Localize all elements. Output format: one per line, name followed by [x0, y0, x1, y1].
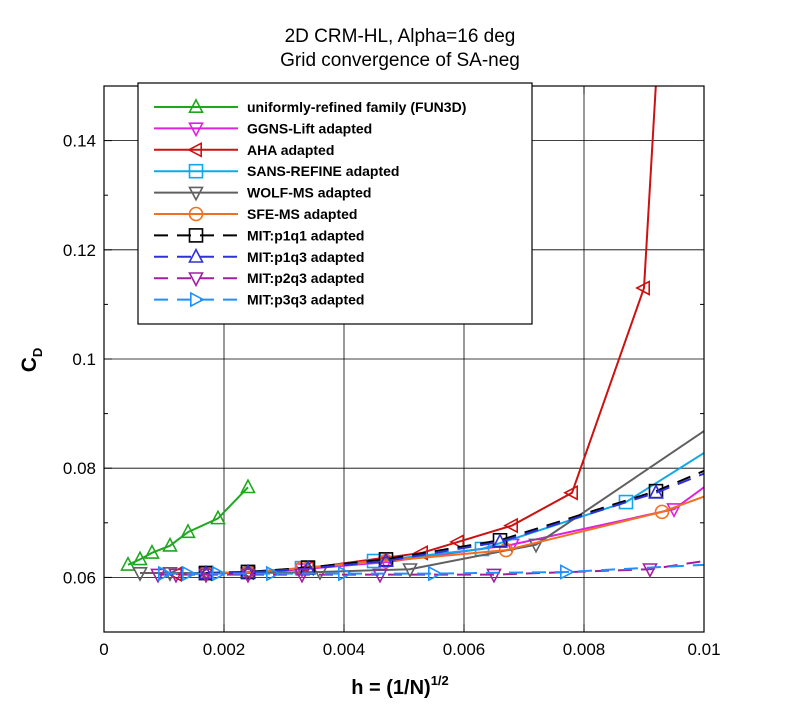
legend-label: MIT:p2q3 adapted	[247, 270, 364, 286]
legend-item: SANS-REFINE adapted	[154, 163, 399, 179]
data-point	[180, 523, 196, 539]
data-point	[198, 564, 214, 580]
chart-title: 2D CRM-HL, Alpha=16 deg	[285, 26, 516, 47]
data-point	[492, 533, 508, 548]
data-point	[132, 567, 148, 582]
data-point	[563, 484, 579, 501]
data-point	[182, 565, 197, 582]
data-point	[144, 543, 160, 559]
data-point	[132, 550, 148, 566]
data-point	[240, 478, 256, 494]
data-point	[294, 568, 310, 584]
legend-label: MIT:p1q1 adapted	[247, 227, 364, 243]
x-axis-title: h = (1/N)1/2	[351, 673, 449, 699]
data-point	[503, 517, 519, 534]
legend-label: uniformly-refined family (FUN3D)	[247, 99, 466, 115]
data-point	[265, 565, 281, 582]
x-axis-label: h = (1/N)	[351, 677, 430, 699]
data-point	[120, 555, 136, 571]
data-point	[378, 552, 394, 568]
data-point	[449, 534, 465, 550]
legend: uniformly-refined family (FUN3D) GGNS-Lif…	[137, 82, 533, 325]
y-axis-label: C	[18, 357, 41, 372]
series-1	[120, 478, 256, 571]
y-tick-label: 0.1	[72, 350, 96, 369]
data-point	[190, 291, 205, 308]
x-tick-label: 0	[99, 640, 108, 659]
legend-label: MIT:p3q3 adapted	[247, 292, 364, 308]
data-point	[168, 568, 184, 584]
legend-item: GGNS-Lift adapted	[154, 120, 372, 138]
legend-item: SFE-MS adapted	[154, 206, 357, 222]
legend-label: AHA adapted	[247, 142, 334, 158]
data-point	[427, 565, 443, 582]
data-point	[372, 568, 388, 584]
data-point	[188, 122, 204, 138]
data-point	[188, 186, 204, 202]
data-point	[188, 272, 204, 288]
data-point	[188, 206, 204, 222]
legend-item: AHA adapted	[154, 142, 334, 158]
y-tick-label: 0.06	[63, 568, 96, 587]
series-line	[164, 563, 704, 575]
legend-item: MIT:p1q1 adapted	[154, 227, 364, 243]
legend-item: MIT:p3q3 adapted	[154, 292, 364, 308]
x-axis-label-superscript: 1/2	[431, 673, 449, 688]
y-axis-label-subscript: D	[30, 348, 45, 357]
x-tick-label: 0.006	[443, 640, 486, 659]
data-point	[642, 563, 658, 579]
data-point	[162, 536, 178, 552]
data-point	[158, 565, 173, 582]
data-point	[188, 228, 204, 243]
data-point	[240, 563, 256, 579]
data-point	[188, 163, 204, 179]
legend-item: WOLF-MS adapted	[154, 185, 371, 202]
data-point	[654, 504, 670, 520]
data-point	[212, 565, 227, 582]
y-tick-label: 0.12	[63, 241, 96, 260]
series-line	[158, 560, 704, 576]
x-tick-label: 0.01	[687, 640, 720, 659]
legend-label: SANS-REFINE adapted	[247, 163, 399, 179]
data-point	[486, 568, 502, 584]
data-point	[337, 565, 353, 582]
legend-item: MIT:p1q3 adapted	[154, 247, 364, 265]
x-tick-label: 0.002	[203, 640, 246, 659]
data-point	[402, 563, 418, 579]
chart-subtitle: Grid convergence of SA-neg	[280, 50, 520, 71]
data-point	[240, 568, 256, 584]
legend-label: GGNS-Lift adapted	[247, 120, 372, 136]
x-tick-label: 0.008	[563, 640, 606, 659]
data-point	[198, 568, 214, 584]
series-line	[205, 495, 704, 575]
axis-ticks: 0 0.002 0.004 0.006 0.008 0.01 0.06 0.08 0.1 0.12…	[63, 86, 721, 659]
legend-label: WOLF-MS adapted	[247, 185, 371, 201]
legend-label: MIT:p1q3 adapted	[247, 249, 364, 265]
data-point	[188, 247, 204, 263]
series-8	[198, 472, 704, 580]
legend-item: uniformly-refined family (FUN3D)	[154, 98, 466, 115]
legend-box	[137, 82, 533, 325]
data-point	[187, 141, 202, 158]
data-point	[635, 280, 651, 296]
series-line	[127, 486, 249, 566]
y-tick-label: 0.08	[63, 459, 96, 478]
legend-label: SFE-MS adapted	[247, 206, 357, 222]
series-9	[150, 560, 704, 584]
x-tick-label: 0.004	[323, 640, 366, 659]
series-layer	[120, 86, 704, 584]
data-point	[528, 538, 544, 554]
data-point	[648, 483, 664, 499]
y-axis-title: CD	[18, 348, 45, 373]
data-point	[188, 98, 204, 113]
series-10	[158, 563, 704, 582]
data-point	[210, 509, 226, 525]
y-tick-label: 0.14	[63, 132, 96, 151]
data-point	[559, 564, 575, 580]
data-point	[666, 503, 682, 519]
legend-item: MIT:p2q3 adapted	[154, 270, 364, 288]
